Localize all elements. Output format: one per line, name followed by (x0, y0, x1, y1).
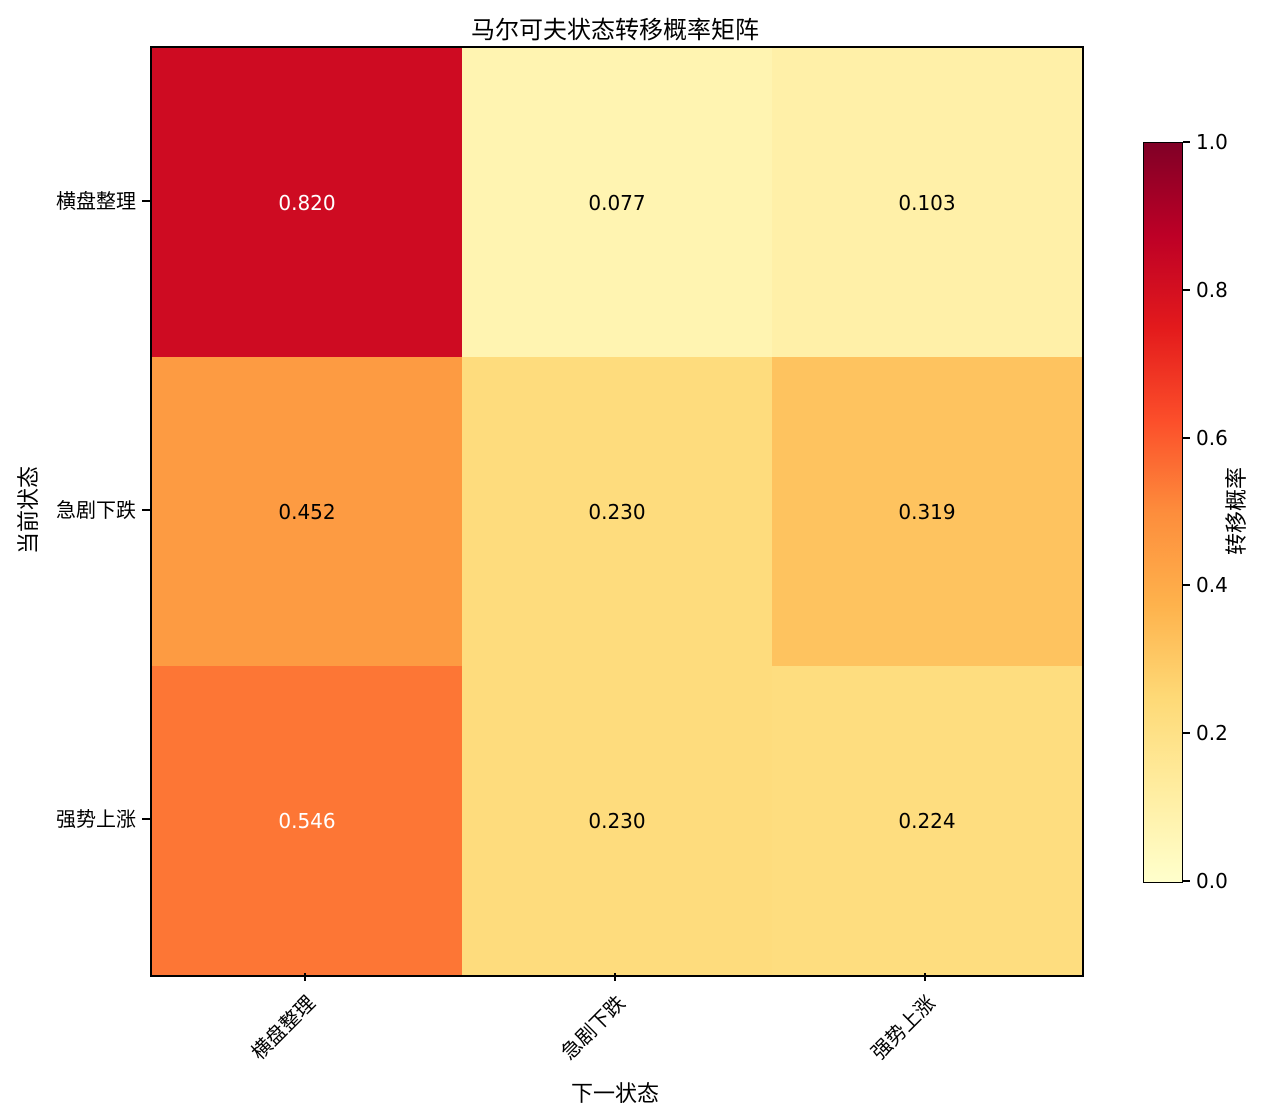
heatmap-cell-r2-c1: 0.230 (462, 666, 772, 975)
chart-title: 马尔可夫状态转移概率矩阵 (471, 16, 759, 44)
x-tick-mark (614, 973, 616, 981)
colorbar-tick-mark (1183, 288, 1190, 291)
cell-value: 0.230 (588, 808, 646, 833)
y-tick-label-0: 横盘整理 (56, 188, 136, 213)
heatmap-cell-r1-c0: 0.452 (152, 357, 462, 666)
heatmap-cell-r1-c1: 0.230 (462, 357, 772, 666)
x-tick-label-2: 强势上涨 (866, 990, 940, 1065)
colorbar-tick-label-2: 0.6 (1196, 425, 1228, 450)
cell-value: 0.820 (278, 190, 336, 215)
y-tick-label-1: 急剧下跌 (56, 497, 136, 522)
colorbar-tick-mark (1183, 732, 1190, 735)
colorbar-tick-mark (1183, 436, 1190, 439)
x-tick-mark (304, 973, 306, 981)
colorbar (1143, 142, 1183, 883)
cell-value: 0.077 (588, 190, 646, 215)
cell-value: 0.452 (278, 499, 336, 524)
colorbar-tick-label-0: 1.0 (1196, 130, 1228, 154)
y-tick-mark (142, 508, 150, 511)
y-tick-label-2: 强势上涨 (56, 806, 136, 831)
cell-value: 0.319 (898, 499, 956, 524)
colorbar-tick-mark (1183, 141, 1190, 143)
cell-value: 0.230 (588, 499, 646, 524)
colorbar-tick-label-1: 0.8 (1196, 277, 1228, 302)
x-tick-mark (924, 973, 926, 981)
y-tick-mark (142, 199, 150, 202)
heatmap-cell-r0-c1: 0.077 (462, 48, 772, 357)
heatmap-cell-r1-c2: 0.319 (772, 357, 1082, 666)
heatmap-cell-r0-c0: 0.820 (152, 48, 462, 357)
heatmap-cell-r2-c0: 0.546 (152, 666, 462, 975)
cell-value: 0.546 (278, 808, 336, 833)
heatmap-grid: 0.820 0.077 0.103 0.452 0.230 0.319 0.546 0.230… (150, 46, 1084, 977)
heatmap-cell-r2-c2: 0.224 (772, 666, 1082, 975)
colorbar-tick-mark (1183, 880, 1190, 882)
x-tick-label-1: 急剧下跌 (556, 990, 630, 1065)
colorbar-tick-label-5: 0.0 (1196, 869, 1228, 893)
x-tick-label-0: 横盘整理 (246, 990, 320, 1065)
colorbar-tick-label-4: 0.2 (1196, 721, 1228, 746)
colorbar-label: 转移概率 (1225, 467, 1250, 556)
colorbar-tick-label-3: 0.4 (1196, 573, 1228, 598)
x-axis-label: 下一状态 (570, 1082, 659, 1107)
cell-value: 0.224 (898, 808, 956, 833)
heatmap-cell-r0-c2: 0.103 (772, 48, 1082, 357)
cell-value: 0.103 (898, 190, 956, 215)
y-tick-mark (142, 817, 150, 820)
colorbar-tick-mark (1183, 584, 1190, 587)
